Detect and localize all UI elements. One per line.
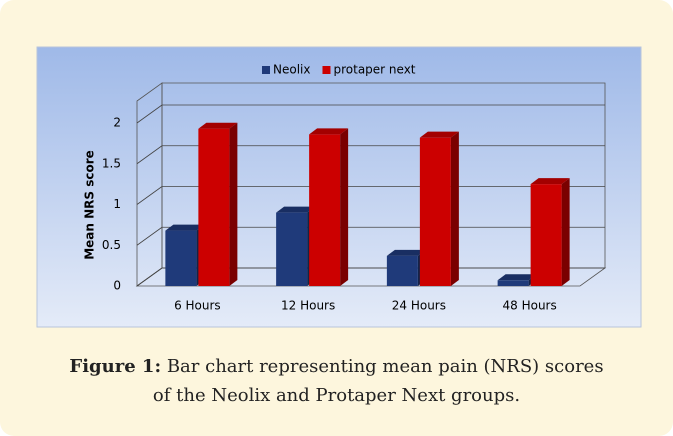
bar [497,280,529,286]
bar-top [198,122,238,129]
bar-top [419,131,459,138]
y-tick-label: 0.5 [102,238,121,252]
y-tick-label: 1 [113,197,121,211]
legend-swatch [322,66,331,74]
bar-top [165,224,205,231]
bar-side [561,178,570,286]
y-tick-label: 1.5 [102,156,121,170]
bar-top [276,206,316,213]
bar-side [450,131,459,286]
grid-line [136,267,163,287]
caption-label: Figure 1: [69,356,162,377]
bar [198,128,230,286]
bar-side [340,128,349,286]
bar-top [309,128,349,135]
x-tick-label: 48 Hours [503,299,557,313]
legend-swatch [262,66,270,74]
x-tick-label: 6 Hours [174,299,221,313]
x-tick-label: 24 Hours [392,299,446,313]
bar-top [497,274,537,281]
grid-line [136,226,163,246]
bar-top [530,178,570,185]
bar [165,230,197,286]
y-tick-label: 2 [113,116,121,130]
bar [276,212,308,286]
bar [530,184,562,286]
legend-label: protaper next [333,63,415,77]
caption: Figure 1: Bar chart representing mean pa… [60,352,613,410]
bar-top [386,249,426,256]
caption-text: Bar chart representing mean pain (NRS) s… [152,356,604,406]
grid-line [136,186,163,205]
bar [309,134,341,286]
grid-line [136,145,163,165]
y-axis-label: Mean NRS score [83,150,97,260]
bar-side [229,122,238,286]
legend-label: Neolix [273,63,310,77]
bar [419,137,451,286]
grid-line [136,104,163,124]
bar [386,255,418,286]
y-tick-label: 0 [113,279,121,293]
x-tick-label: 12 Hours [281,299,335,313]
